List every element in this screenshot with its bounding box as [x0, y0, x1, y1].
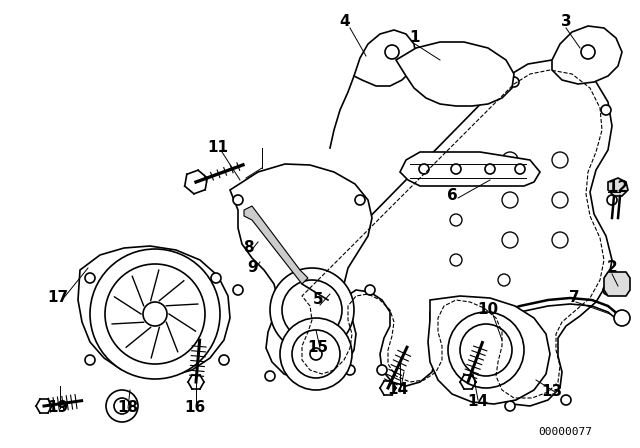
Polygon shape [552, 26, 622, 84]
Ellipse shape [477, 337, 519, 358]
Text: 15: 15 [307, 340, 328, 356]
Circle shape [431, 353, 441, 363]
Circle shape [90, 249, 220, 379]
Circle shape [345, 365, 355, 375]
Text: 4: 4 [340, 14, 350, 30]
Text: 9: 9 [248, 260, 259, 276]
Circle shape [293, 337, 303, 347]
Circle shape [377, 365, 387, 375]
Circle shape [603, 285, 613, 295]
Text: 2: 2 [607, 260, 618, 276]
Circle shape [450, 214, 462, 226]
Polygon shape [354, 30, 416, 86]
Text: 17: 17 [47, 290, 68, 306]
Text: 16: 16 [184, 401, 205, 415]
Circle shape [515, 164, 525, 174]
Circle shape [502, 232, 518, 248]
Circle shape [505, 401, 515, 411]
Text: 00000077: 00000077 [538, 427, 592, 437]
Text: 14: 14 [387, 383, 408, 397]
Polygon shape [244, 206, 308, 284]
Polygon shape [230, 164, 372, 380]
Text: 13: 13 [541, 384, 563, 400]
Circle shape [106, 390, 138, 422]
Polygon shape [400, 152, 540, 186]
Polygon shape [604, 272, 630, 296]
Circle shape [509, 77, 519, 87]
Circle shape [355, 195, 365, 205]
Text: 14: 14 [467, 395, 488, 409]
Circle shape [291, 285, 301, 295]
Circle shape [498, 274, 510, 286]
Circle shape [460, 324, 512, 376]
Polygon shape [292, 60, 612, 406]
Circle shape [451, 164, 461, 174]
Text: 7: 7 [569, 290, 579, 306]
Circle shape [105, 264, 205, 364]
Circle shape [502, 192, 518, 208]
Text: 11: 11 [207, 141, 228, 155]
Text: 18: 18 [117, 401, 139, 415]
Circle shape [502, 152, 518, 168]
Circle shape [552, 232, 568, 248]
Text: 10: 10 [477, 302, 499, 318]
Circle shape [561, 395, 571, 405]
Circle shape [365, 285, 375, 295]
Polygon shape [78, 246, 230, 376]
Circle shape [448, 312, 524, 388]
Circle shape [601, 105, 611, 115]
Text: 1: 1 [410, 30, 420, 46]
Circle shape [581, 45, 595, 59]
Circle shape [292, 330, 340, 378]
Circle shape [607, 195, 617, 205]
Text: 12: 12 [607, 181, 628, 195]
Ellipse shape [471, 332, 525, 363]
Circle shape [143, 302, 167, 326]
Circle shape [282, 280, 342, 340]
Polygon shape [428, 296, 550, 404]
Circle shape [310, 348, 322, 360]
Circle shape [419, 164, 429, 174]
Circle shape [569, 63, 579, 73]
Circle shape [219, 355, 229, 365]
Circle shape [233, 285, 243, 295]
Text: 8: 8 [243, 241, 253, 255]
Polygon shape [396, 42, 514, 106]
Circle shape [114, 398, 130, 414]
Circle shape [211, 273, 221, 283]
Polygon shape [608, 178, 628, 196]
Circle shape [552, 192, 568, 208]
Text: 19: 19 [47, 401, 68, 415]
Circle shape [485, 164, 495, 174]
Circle shape [85, 355, 95, 365]
Circle shape [233, 195, 243, 205]
Text: 5: 5 [313, 293, 323, 307]
Text: 3: 3 [561, 14, 572, 30]
Circle shape [333, 365, 343, 375]
Circle shape [614, 310, 630, 326]
Circle shape [280, 318, 352, 390]
Circle shape [552, 152, 568, 168]
Circle shape [385, 45, 399, 59]
Text: 6: 6 [447, 188, 458, 202]
Circle shape [270, 268, 354, 352]
Circle shape [450, 254, 462, 266]
Circle shape [85, 273, 95, 283]
Circle shape [265, 371, 275, 381]
